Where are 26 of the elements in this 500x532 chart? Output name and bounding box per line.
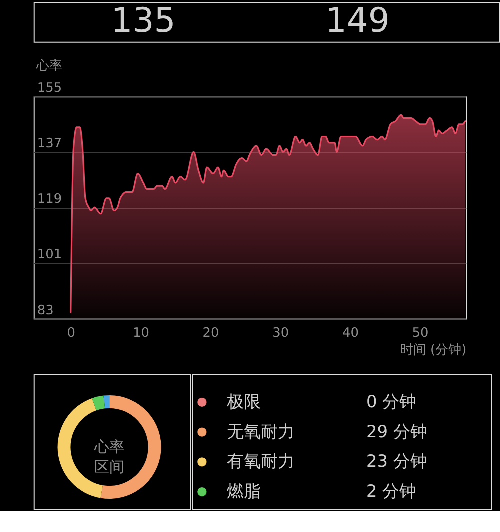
data-label: 2 分钟 [366,481,417,502]
y-tick-label: 83 [37,303,54,318]
y-axis-title: 心率 [35,58,62,74]
y-tick-label: 101 [37,248,62,263]
text: 135 [111,0,176,40]
x-tick-label: 0 [67,326,76,342]
text: 149 [325,0,390,40]
y-tick-label: 137 [37,136,62,152]
x-axis-title: 时间 (分钟) [400,343,467,358]
x-tick-label: 30 [272,326,290,342]
legend-label: 无氧耐力 [227,421,296,442]
y-tick-label: 119 [37,192,62,208]
text: 心率区间 [94,438,125,476]
text: 0 分钟 [366,391,417,412]
legend-label: 有氧耐力 [227,451,296,472]
donut-slice [104,395,110,409]
data-label: 23 分钟 [366,451,428,472]
data-label: 29 分钟 [366,421,428,442]
donut-slice [92,396,106,411]
y-tick-label: 155 [37,81,62,96]
legend-label: 燃脂 [227,481,262,502]
x-tick-label: 10 [132,326,150,342]
x-tick-label: 50 [412,326,429,342]
x-tick-label: 40 [342,326,359,342]
x-tick-label: 20 [202,326,220,342]
legend-label: 极限 [226,391,262,412]
